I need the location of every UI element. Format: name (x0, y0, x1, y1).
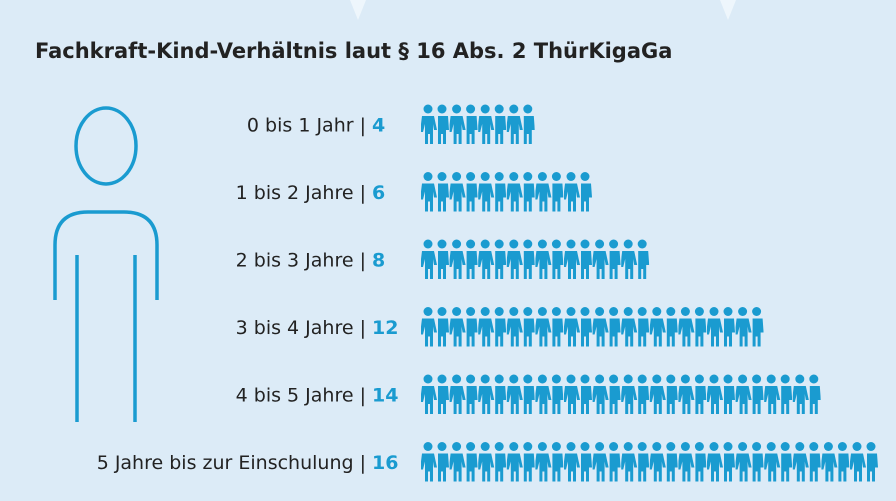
value-label: 16 (372, 452, 398, 474)
category-label: 5 Jahre bis zur Einschulung | (97, 452, 366, 474)
value-label: 8 (372, 250, 385, 272)
category-label: 2 bis 3 Jahre | (236, 250, 366, 272)
educator-icon (53, 106, 159, 422)
category-label: 1 bis 2 Jahre | (236, 182, 366, 204)
category-label: 4 bis 5 Jahre | (236, 385, 366, 407)
category-label: 0 bis 1 Jahr | (247, 115, 366, 137)
chart-title: Fachkraft-Kind-Verhältnis laut § 16 Abs.… (35, 39, 672, 63)
value-label: 12 (372, 317, 398, 339)
category-label: 3 bis 4 Jahre | (236, 317, 366, 339)
value-label: 14 (372, 385, 398, 407)
value-label: 6 (372, 182, 385, 204)
value-label: 4 (372, 115, 385, 137)
